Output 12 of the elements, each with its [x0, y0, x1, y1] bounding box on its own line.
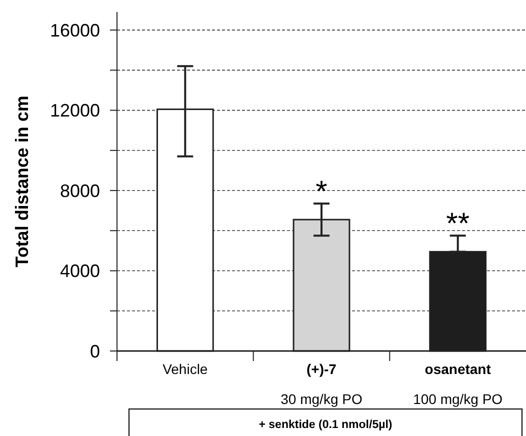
- x-tick-label: osanetant 100 mg/kg PO: [413, 361, 503, 407]
- y-tick-label: 8000: [60, 180, 100, 201]
- y-tick-label: 12000: [50, 100, 100, 121]
- x-tick-label: (+)-7 30 mg/kg PO: [280, 361, 362, 407]
- y-tick-label: 16000: [50, 20, 100, 40]
- y-tick-label: 4000: [60, 261, 100, 282]
- annotation: *: [316, 176, 328, 209]
- text: + senktide (0.1 nmol/5µl): [258, 419, 392, 431]
- y-tick-label: 0: [90, 341, 100, 362]
- annotation: **: [446, 208, 470, 241]
- y-axis-title: Total distance in cm: [12, 96, 32, 268]
- x-tick-label: Vehicle: [162, 361, 208, 377]
